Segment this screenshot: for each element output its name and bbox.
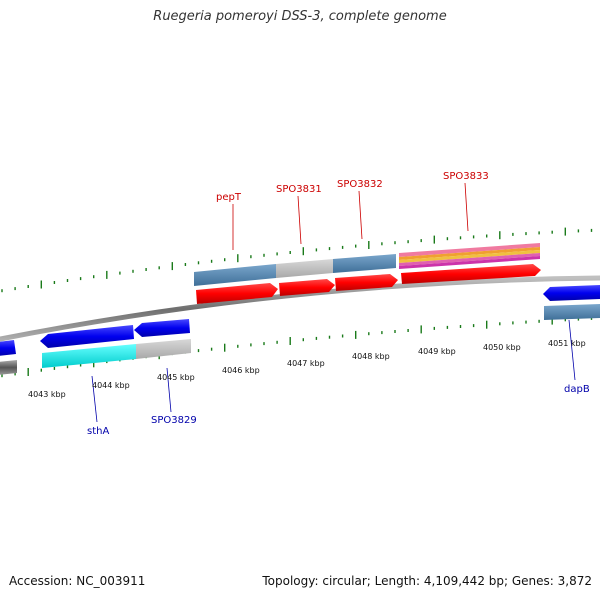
gene-label-SPO3833[interactable]: SPO3833 <box>443 171 489 182</box>
gene-arrow-SPO3833[interactable] <box>401 264 541 284</box>
gene-label-SPO3831[interactable]: SPO3831 <box>276 184 322 195</box>
scale-label: 4047 kbp <box>287 359 325 368</box>
scale-label: 4045 kbp <box>157 373 195 382</box>
forward-features <box>194 243 541 304</box>
feature-band-cyan <box>42 344 136 368</box>
scale-label: 4048 kbp <box>352 352 390 361</box>
feature-band-steelblue-2 <box>333 254 396 273</box>
accession-text: Accession: NC_003911 <box>9 574 146 588</box>
gene-label-leaders <box>91 182 576 423</box>
feature-band-dark-grey <box>0 360 17 375</box>
scale-label: 4043 kbp <box>28 390 66 399</box>
gene-label-SPO3829[interactable]: SPO3829 <box>151 415 197 426</box>
gene-arrow-pepT[interactable] <box>196 283 278 304</box>
scale-label: 4046 kbp <box>222 366 260 375</box>
gene-label-sthA[interactable]: sthA <box>87 426 109 437</box>
gene-arrow-SPO3831[interactable] <box>279 279 335 296</box>
scale-labels: 4043 kbp 4044 kbp 4045 kbp 4046 kbp 4047… <box>28 339 586 399</box>
feature-band-steelblue-1 <box>194 264 276 286</box>
reverse-features <box>0 285 600 375</box>
genome-backbone <box>0 275 600 342</box>
gene-arrow-sthA[interactable] <box>40 325 134 348</box>
map-title: Ruegeria pomeroyi DSS-3, complete genome <box>153 9 447 24</box>
gene-label-dapB[interactable]: dapB <box>564 384 590 395</box>
gene-arrow-left-edge[interactable] <box>0 340 16 356</box>
gene-arrow-SPO3832[interactable] <box>335 274 398 291</box>
gene-label-pepT[interactable]: pepT <box>216 192 242 203</box>
gene-label-SPO3832[interactable]: SPO3832 <box>337 179 383 190</box>
scale-label: 4051 kbp <box>548 339 586 348</box>
feature-band-grey <box>276 259 333 278</box>
scale-label: 4044 kbp <box>92 381 130 390</box>
feature-band-grey-reverse <box>136 339 191 359</box>
feature-band-steelblue-reverse <box>544 304 600 320</box>
gene-labels: pepT SPO3831 SPO3832 SPO3833 sthA SPO382… <box>87 171 590 437</box>
scale-label: 4049 kbp <box>418 347 456 356</box>
scale-label: 4050 kbp <box>483 343 521 352</box>
gene-arrow-dapB[interactable] <box>543 285 600 301</box>
feature-band-multicolor <box>399 243 540 269</box>
genome-summary-text: Topology: circular; Length: 4,109,442 bp… <box>262 574 592 588</box>
gene-arrow-SPO3829[interactable] <box>134 319 190 337</box>
